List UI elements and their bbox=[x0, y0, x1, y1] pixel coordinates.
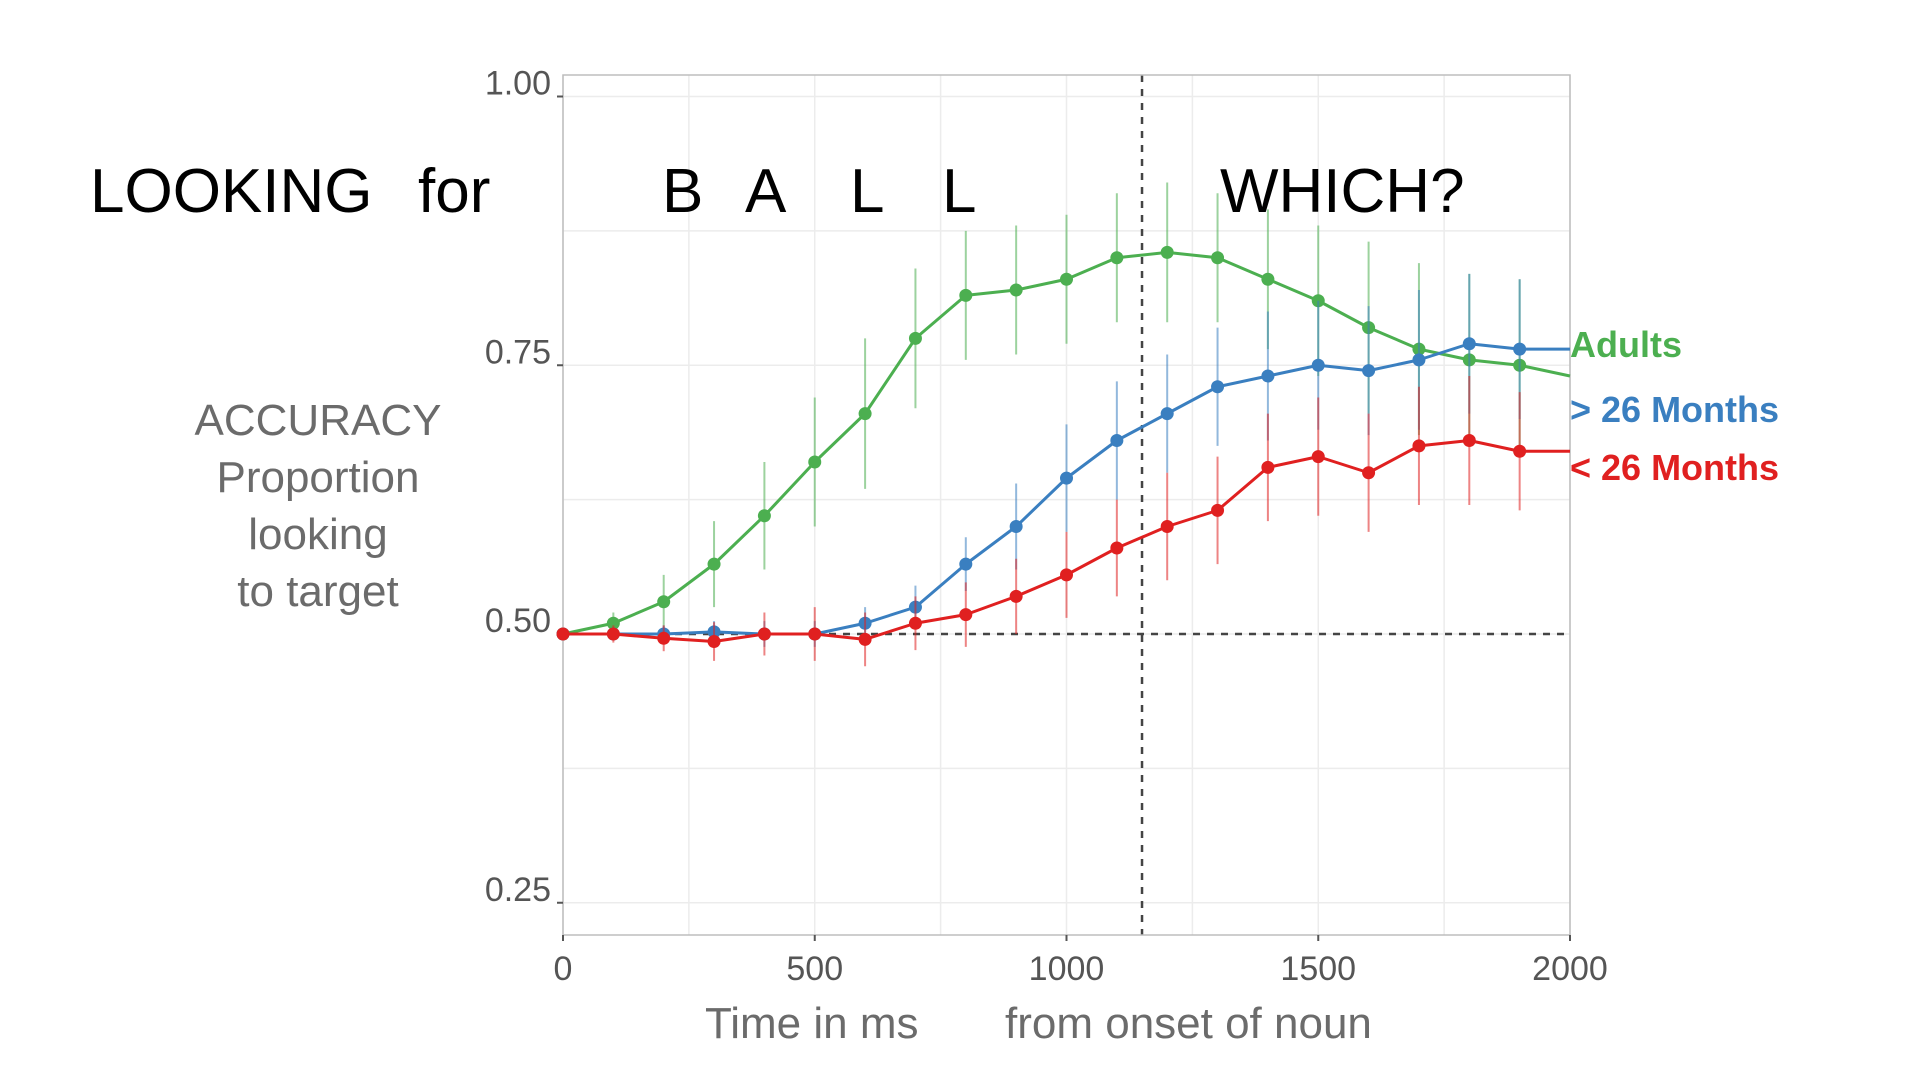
annotation-b: B bbox=[662, 157, 703, 226]
data-point bbox=[808, 455, 822, 469]
annotation-which: WHICH? bbox=[1220, 157, 1465, 226]
data-point bbox=[908, 616, 922, 630]
data-point bbox=[1110, 251, 1124, 265]
y-axis-label-line-1: ACCURACY bbox=[195, 396, 442, 445]
data-point bbox=[757, 509, 771, 523]
data-point bbox=[1009, 589, 1023, 603]
series-2 bbox=[556, 376, 1570, 667]
data-point bbox=[1160, 520, 1174, 533]
data-point bbox=[707, 635, 721, 649]
x-axis-label-part-2: from onset of noun bbox=[1005, 999, 1372, 1048]
x-tick-label: 0 bbox=[554, 950, 573, 988]
y-tick-label: 0.25 bbox=[485, 871, 551, 909]
data-point bbox=[1261, 460, 1275, 474]
annotation-l1: L bbox=[850, 157, 884, 226]
data-point bbox=[858, 407, 872, 421]
data-point bbox=[959, 557, 973, 571]
data-point bbox=[959, 288, 973, 302]
data-point bbox=[1060, 568, 1073, 582]
annotation-looking: LOOKING bbox=[90, 157, 373, 226]
data-point bbox=[1211, 251, 1225, 265]
data-point bbox=[1261, 272, 1275, 286]
data-point bbox=[1362, 466, 1376, 480]
x-tick-label: 500 bbox=[786, 950, 843, 988]
data-point bbox=[606, 616, 620, 630]
data-point bbox=[1513, 444, 1527, 458]
data-point bbox=[1060, 471, 1073, 485]
annotation-a: A bbox=[745, 157, 787, 226]
data-point bbox=[1160, 245, 1174, 259]
data-point bbox=[707, 557, 721, 571]
data-point bbox=[1462, 337, 1476, 351]
y-tick-label: 1.00 bbox=[485, 65, 551, 103]
legend: Adults > 26 Months < 26 Months bbox=[1570, 324, 1779, 488]
y-tick-label: 0.75 bbox=[485, 333, 551, 371]
data-point bbox=[1261, 369, 1275, 383]
data-point bbox=[1060, 272, 1073, 286]
data-point bbox=[959, 608, 973, 622]
x-axis-label-part-1: Time in ms bbox=[705, 999, 919, 1048]
data-point bbox=[1412, 353, 1426, 367]
x-tick-label: 1500 bbox=[1280, 950, 1356, 988]
y-axis-label-line-4: to target bbox=[237, 567, 398, 616]
legend-label-over-26-months: > 26 Months bbox=[1570, 389, 1779, 430]
y-tick-label: 0.50 bbox=[485, 602, 551, 640]
data-point bbox=[1211, 380, 1225, 394]
reference-lines bbox=[563, 75, 1570, 935]
data-point bbox=[1110, 434, 1124, 447]
legend-label-adults: Adults bbox=[1570, 324, 1682, 365]
data-point bbox=[1513, 342, 1527, 356]
data-point bbox=[657, 631, 671, 645]
series bbox=[556, 182, 1571, 667]
data-point bbox=[1462, 434, 1476, 447]
data-point bbox=[657, 595, 671, 609]
data-point bbox=[1362, 364, 1376, 378]
data-point bbox=[1110, 541, 1124, 555]
annotation-l2: L bbox=[942, 157, 976, 226]
data-point bbox=[757, 627, 771, 641]
data-point bbox=[1009, 520, 1023, 533]
legend-label-under-26-months: < 26 Months bbox=[1570, 447, 1779, 488]
x-tick-label: 2000 bbox=[1532, 950, 1608, 988]
data-point bbox=[1009, 283, 1023, 297]
data-point bbox=[1311, 358, 1325, 372]
data-point bbox=[1211, 503, 1225, 517]
data-point bbox=[1160, 407, 1174, 421]
data-point bbox=[1412, 439, 1426, 453]
x-tick-label: 1000 bbox=[1029, 950, 1105, 988]
data-point bbox=[908, 331, 922, 345]
y-axis-label-line-3: looking bbox=[248, 510, 387, 559]
data-point bbox=[1311, 450, 1325, 464]
data-point bbox=[606, 627, 620, 641]
data-point bbox=[808, 627, 822, 641]
y-axis-label-line-2: Proportion bbox=[216, 453, 419, 502]
annotation-for: for bbox=[418, 157, 490, 226]
data-point bbox=[556, 627, 570, 641]
y-axis-label: ACCURACY Proportion looking to target bbox=[195, 396, 442, 616]
data-point bbox=[858, 632, 872, 646]
